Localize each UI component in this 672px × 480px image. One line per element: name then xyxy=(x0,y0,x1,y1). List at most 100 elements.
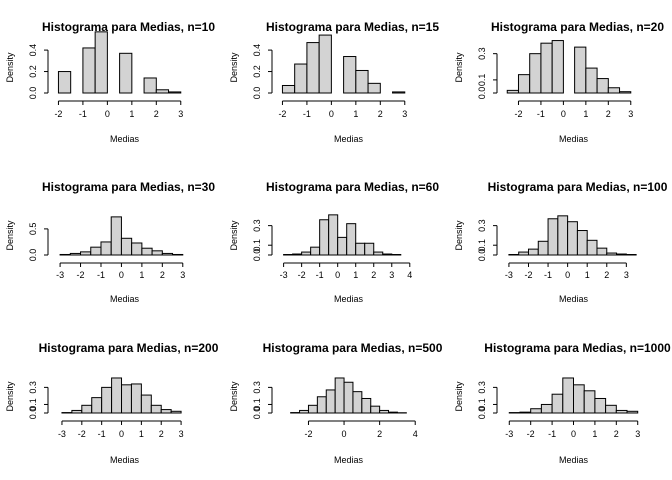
histogram-bar xyxy=(367,82,381,94)
x-tick-label: 0 xyxy=(119,429,124,439)
x-tick-label: 4 xyxy=(407,270,412,280)
y-tick-label: 0.2 xyxy=(252,65,262,78)
histogram-bar xyxy=(328,214,339,256)
histogram-bar xyxy=(352,391,363,414)
y-tick-label: 0.3 xyxy=(252,381,262,394)
histogram-bar xyxy=(540,403,553,414)
x-tick-label: -3 xyxy=(58,429,66,439)
x-tick-label: -2 xyxy=(278,109,286,119)
y-tick-label: 0.1 xyxy=(477,398,487,411)
y-tick-label: 0.3 xyxy=(477,47,487,60)
x-tick-label: 0 xyxy=(565,270,570,280)
x-axis-label: Medias xyxy=(110,294,140,304)
histogram-bar xyxy=(301,251,312,256)
histogram-bar xyxy=(392,91,406,94)
x-tick-label: 0 xyxy=(105,109,110,119)
x-tick-label: 1 xyxy=(353,270,358,280)
histogram-bar xyxy=(57,71,72,94)
chart-title: Histograma para Medias, n=30 xyxy=(42,180,215,194)
histogram-bar xyxy=(172,253,184,256)
x-tick-label: 3 xyxy=(628,109,633,119)
x-tick-label: -2 xyxy=(304,429,312,439)
histogram-bar xyxy=(616,253,627,256)
x-tick-label: -2 xyxy=(54,109,62,119)
x-tick-label: -1 xyxy=(98,429,106,439)
histogram-bar xyxy=(576,230,588,256)
histogram-bar xyxy=(306,42,320,94)
y-tick-label: 0.3 xyxy=(477,219,487,232)
y-axis-label: Density xyxy=(229,52,239,83)
histogram-panel: Histograma para Medias, n=10 -2 -1 0 1 2 3 0.0 0… xyxy=(5,20,215,144)
x-axis-label: Medias xyxy=(334,455,364,465)
histogram-panel: Histograma para Medias, n=15 -2 -1 0 1 2 3 0.0 0… xyxy=(229,20,439,144)
histogram-bar xyxy=(80,251,92,256)
y-axis-label: Density xyxy=(5,381,15,412)
x-tick-label: -3 xyxy=(280,270,288,280)
histogram-bar xyxy=(529,53,542,94)
histogram-bar xyxy=(606,252,618,256)
histogram-bar xyxy=(343,381,354,414)
histogram-bar xyxy=(518,251,529,256)
x-tick-label: -1 xyxy=(544,270,552,280)
chart-title: Histograma para Medias, n=60 xyxy=(266,180,439,194)
histogram-bar xyxy=(121,384,132,414)
histogram-bar xyxy=(370,405,381,414)
histogram-bar xyxy=(540,42,553,94)
histogram-bar xyxy=(583,390,596,414)
histogram-panel: Histograma para Medias, n=20-2 -1 0 1 2 30.00… xyxy=(454,20,664,144)
histogram-bar xyxy=(596,247,608,256)
histogram-bar xyxy=(527,248,539,256)
histogram-bar xyxy=(355,242,366,256)
histogram-bar xyxy=(619,91,632,94)
y-tick-label: 0.1 xyxy=(477,74,487,87)
histogram-bar xyxy=(596,78,609,94)
y-tick-label: 0.0 xyxy=(477,87,487,100)
chart-title: Histograma para Medias, n=15 xyxy=(266,20,439,34)
histogram-bar xyxy=(310,246,321,256)
histogram-bar xyxy=(530,408,542,414)
x-tick-label: 2 xyxy=(378,109,383,119)
histogram-bar xyxy=(110,216,122,256)
y-tick-label: 0.4 xyxy=(28,44,38,57)
histogram-panel: Histograma para Medias, n=60 -3 -2 -1 0 1 2 3 4 0… xyxy=(229,180,439,304)
histogram-bar xyxy=(325,389,336,414)
x-tick-label: 0 xyxy=(561,109,566,119)
x-tick-label: 3 xyxy=(389,270,394,280)
histogram-bar xyxy=(281,84,296,94)
histogram-bar xyxy=(607,87,621,94)
histogram-bar xyxy=(150,404,162,414)
histogram-bar xyxy=(160,409,172,414)
x-tick-label: 2 xyxy=(606,109,611,119)
histogram-bar xyxy=(355,69,369,94)
y-tick-label: 0.0 xyxy=(28,87,38,100)
x-tick-label: 2 xyxy=(154,109,159,119)
x-tick-label: -2 xyxy=(77,270,85,280)
y-tick-label: 0.3 xyxy=(28,381,38,394)
histogram-bar xyxy=(294,63,308,94)
x-tick-label: 3 xyxy=(180,270,185,280)
y-axis-label: Density xyxy=(454,220,464,251)
histogram-bar xyxy=(141,247,153,256)
y-tick-label: 0.2 xyxy=(28,65,38,78)
histogram-bar xyxy=(318,34,332,94)
x-tick-label: 3 xyxy=(624,270,629,280)
histogram-bar xyxy=(562,377,574,414)
x-tick-label: -1 xyxy=(79,109,87,119)
y-tick-label: 0.1 xyxy=(252,398,262,411)
x-axis-label: Medias xyxy=(334,134,364,144)
y-tick-label: 0.0 xyxy=(28,407,38,420)
y-tick-label: 0.0 xyxy=(252,249,262,262)
chart-title: Histograma para Medias, n=20 xyxy=(491,20,664,34)
histogram-bar xyxy=(94,31,108,94)
y-tick-label: 0.1 xyxy=(477,239,487,252)
x-tick-label: 2 xyxy=(604,270,609,280)
histogram-panel: Histograma para Medias, n=100 -3 -2 -1 0 1 2 3 0… xyxy=(454,180,668,304)
histogram-bar xyxy=(594,397,607,414)
x-tick-label: -1 xyxy=(537,109,545,119)
histogram-bar xyxy=(361,397,372,414)
y-tick-label: 0.0 xyxy=(28,249,38,262)
y-axis-label: Density xyxy=(5,220,15,251)
x-axis-label: Medias xyxy=(110,134,140,144)
histogram-panel: Histograma para Medias, n=200 -3 -2 -1 0 1 2 3 0… xyxy=(5,341,219,465)
y-tick-label: 0.4 xyxy=(252,44,262,57)
